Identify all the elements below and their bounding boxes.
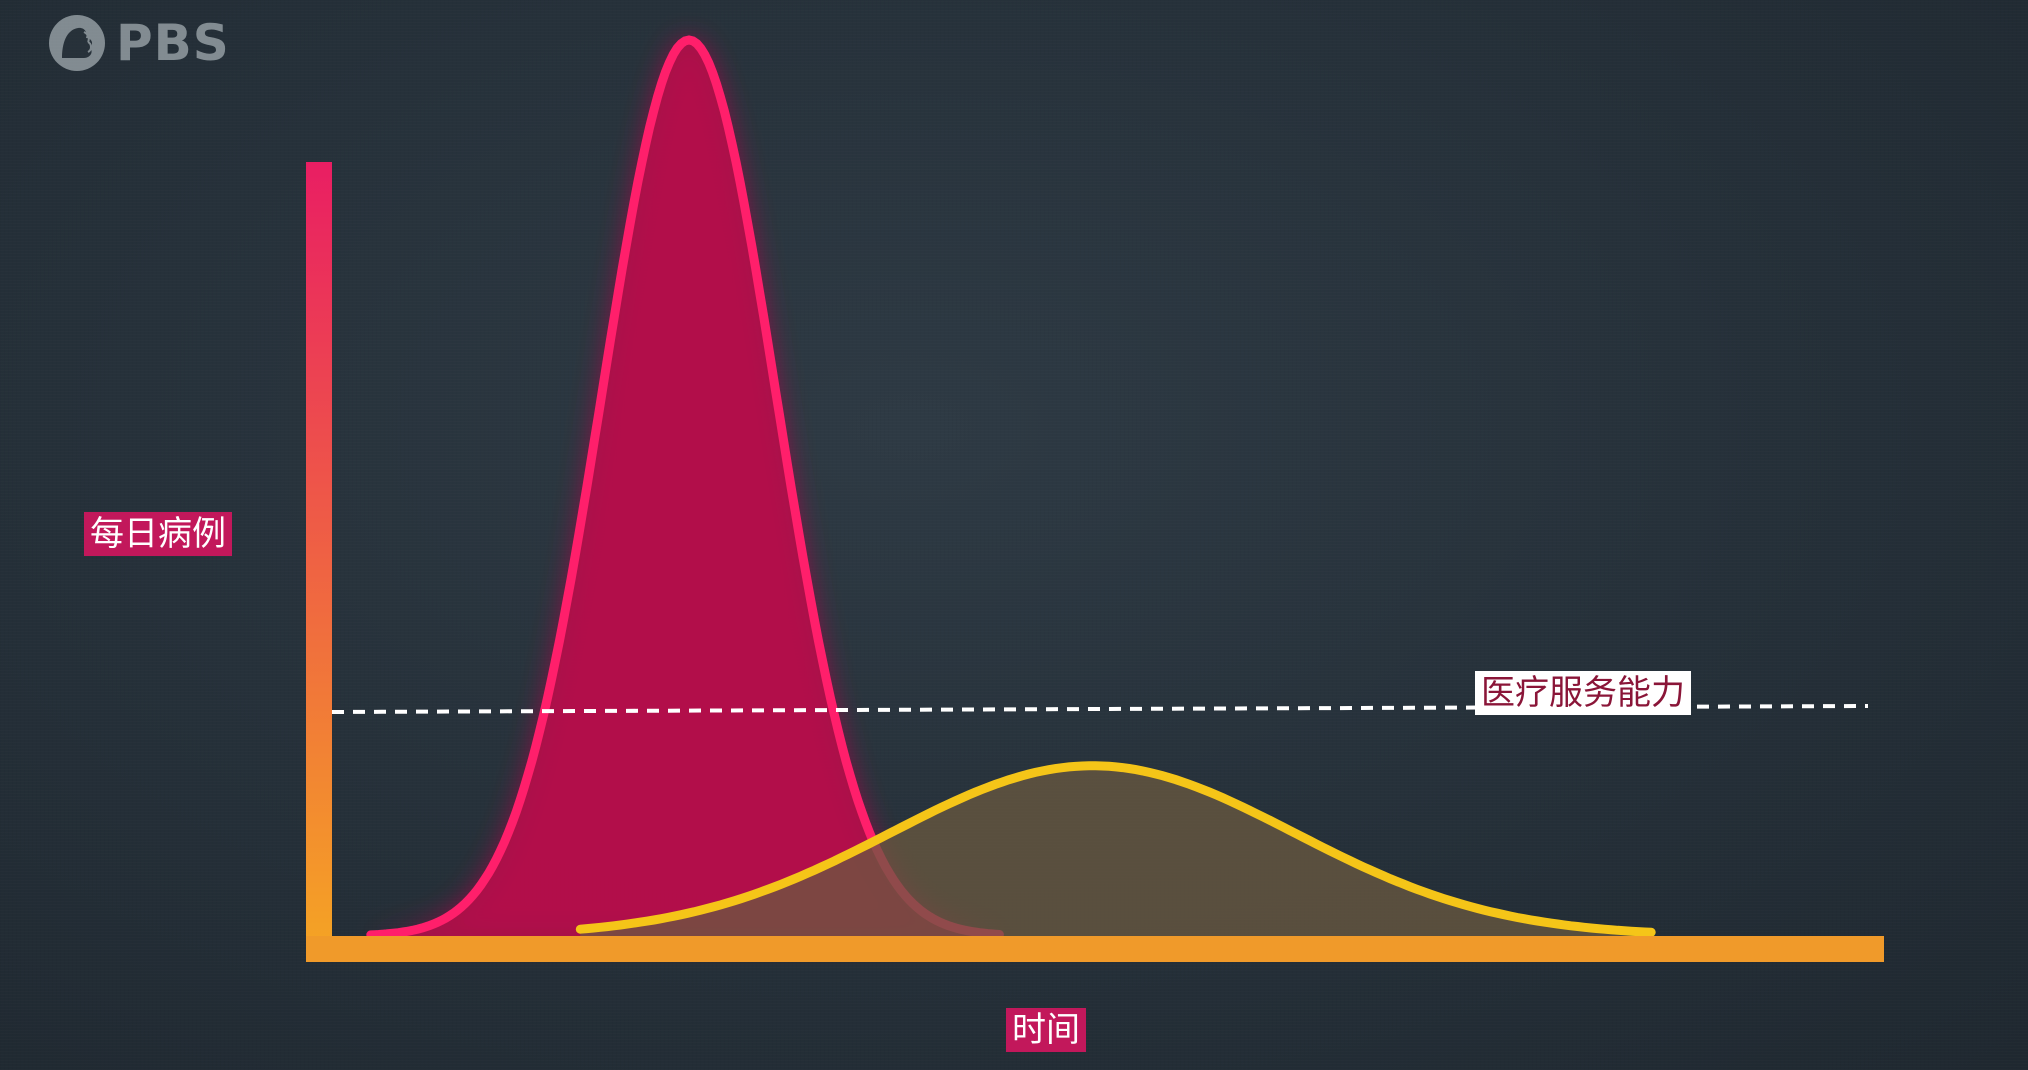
x-axis-label: 时间 (1006, 1008, 1086, 1052)
series-2-area (580, 765, 1652, 936)
capacity-label: 医疗服务能力 (1475, 671, 1691, 715)
capacity-line (331, 704, 1869, 714)
series-2-line (575, 761, 1656, 937)
pbs-logo: PBS (48, 14, 230, 72)
x-axis (306, 936, 1884, 962)
series-layer (366, 35, 1656, 940)
y-axis (306, 162, 332, 962)
pbs-logo-text: PBS (116, 14, 230, 72)
pbs-head-icon (49, 15, 105, 71)
y-axis-label: 每日病例 (84, 512, 232, 556)
series-1-area (370, 40, 1000, 936)
